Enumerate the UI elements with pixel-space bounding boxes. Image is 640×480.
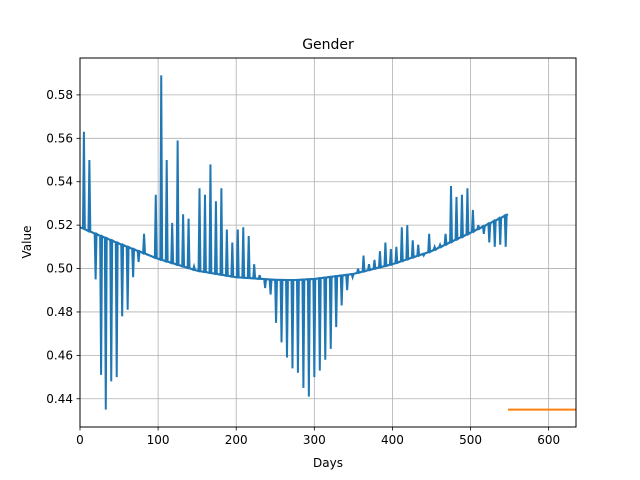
y-tick-label: 0.50 <box>46 262 73 276</box>
y-axis-label: Value <box>20 226 34 259</box>
x-tick-label: 300 <box>303 433 326 447</box>
x-axis-ticks: 0 100 200 300 400 500 600 <box>76 427 560 447</box>
y-tick-label: 0.44 <box>46 392 73 406</box>
y-tick-label: 0.56 <box>46 131 73 145</box>
axes-frame <box>79 57 577 428</box>
x-tick-label: 100 <box>147 433 170 447</box>
y-tick-label: 0.58 <box>46 88 73 102</box>
y-tick-label: 0.48 <box>46 305 73 319</box>
y-axis-ticks: 0.44 0.46 0.48 0.50 0.52 0.54 0.56 0.58 <box>46 88 80 406</box>
series-layer <box>80 75 576 411</box>
x-tick-label: 0 <box>76 433 84 447</box>
y-tick-label: 0.46 <box>46 348 73 362</box>
plot-area <box>80 75 576 411</box>
x-tick-label: 400 <box>381 433 404 447</box>
trend-series-line <box>80 213 509 282</box>
x-axis-label: Days <box>313 456 343 470</box>
x-tick-label: 500 <box>459 433 482 447</box>
x-tick-label: 200 <box>225 433 248 447</box>
chart-title: Gender <box>302 37 354 53</box>
grid-lines <box>79 58 576 427</box>
y-tick-label: 0.52 <box>46 218 73 232</box>
y-tick-label: 0.54 <box>46 175 73 189</box>
x-tick-label: 600 <box>537 433 560 447</box>
